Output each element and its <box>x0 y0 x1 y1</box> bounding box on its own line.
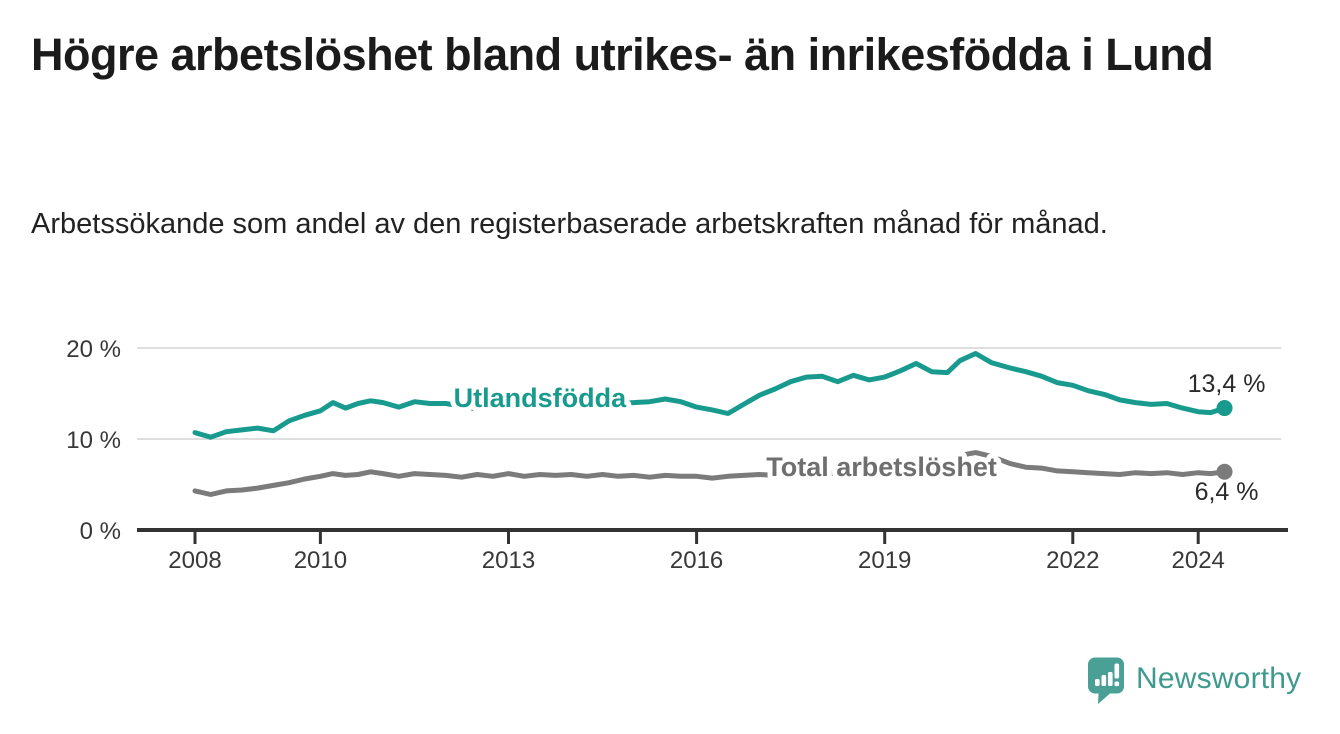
series-end-value-label: 13,4 % <box>1188 370 1266 398</box>
series-label-total: Total arbetslöshet <box>766 452 997 482</box>
x-tick-label: 2008 <box>168 547 221 574</box>
x-tick-label: 2019 <box>858 547 911 574</box>
series-line-utlandsfodda <box>192 351 1227 440</box>
logo-exclamation-bar <box>1114 663 1120 679</box>
page-title: Högre arbetslöshet bland utrikes- än inr… <box>31 29 1214 80</box>
logo-exclamation-dot <box>1114 681 1120 687</box>
series-end-value-label: 6,4 % <box>1195 478 1259 506</box>
series-label-utlandsfodda: Utlandsfödda <box>454 383 627 413</box>
series-end-dot <box>1216 400 1233 417</box>
x-tick-label: 2016 <box>670 547 723 574</box>
logo-bar-2 <box>1101 675 1107 686</box>
brand-name: Newsworthy <box>1136 662 1302 695</box>
newsworthy-brand: Newsworthy <box>1087 657 1301 705</box>
logo-bar-3 <box>1108 672 1113 686</box>
chart-subtitle: Arbetssökande som andel av den registerb… <box>31 208 1108 240</box>
series-end-dot <box>1216 463 1233 480</box>
logo-bar-1 <box>1095 679 1100 686</box>
y-tick-label: 10 % <box>66 427 121 454</box>
x-tick-label: 2022 <box>1046 547 1099 574</box>
y-tick-label: 0 % <box>80 518 121 545</box>
newsworthy-logo-icon <box>1088 657 1124 704</box>
x-tick-label: 2024 <box>1172 547 1225 574</box>
x-tick-label: 2010 <box>294 547 347 574</box>
y-tick-label: 20 % <box>66 336 121 363</box>
x-tick-label: 2013 <box>482 547 535 574</box>
series-line-total <box>192 450 1227 497</box>
